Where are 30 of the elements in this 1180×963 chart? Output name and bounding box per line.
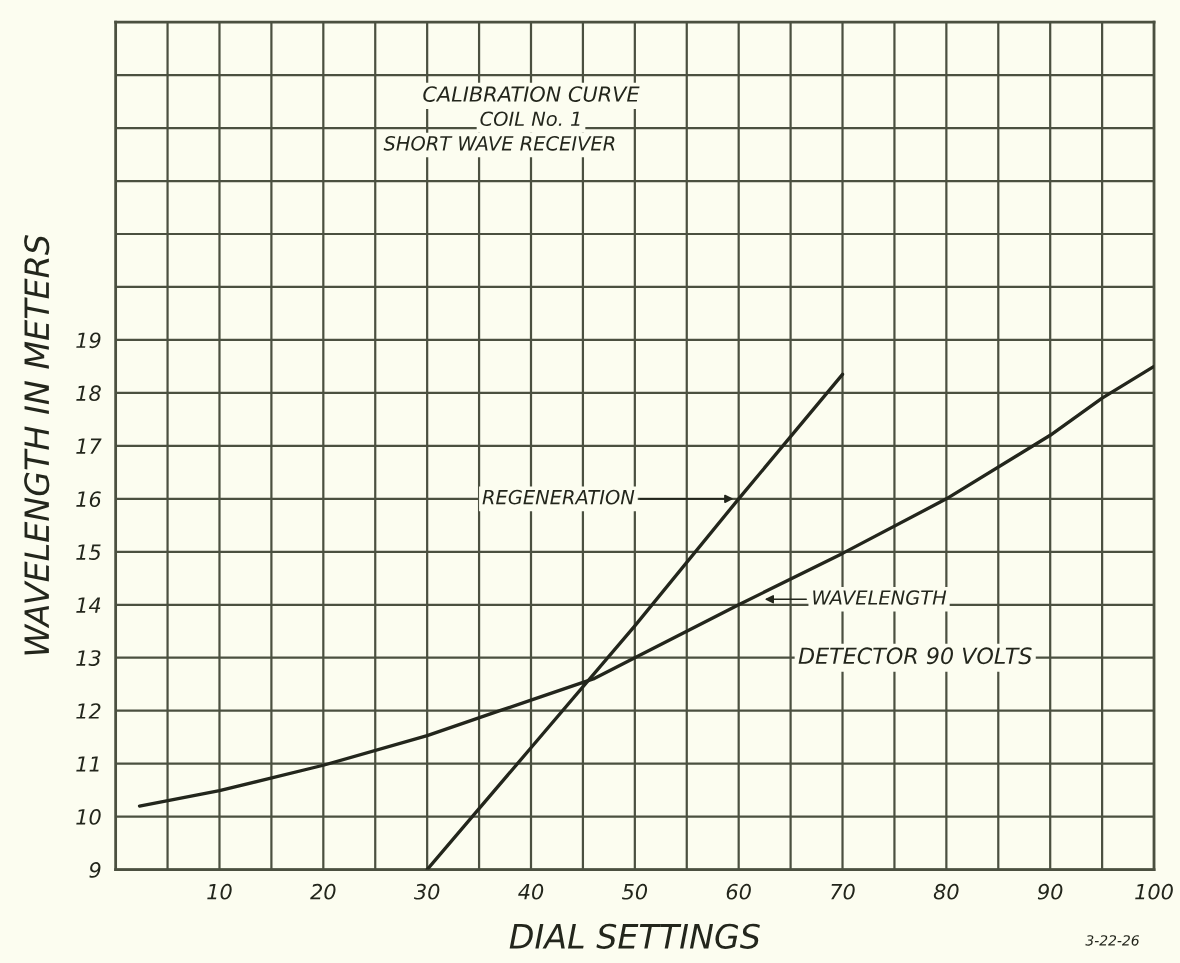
x-tick-label: 40 (518, 883, 544, 900)
y-tick-label: 15 (76, 544, 101, 561)
text: COIL No. 1 (480, 111, 580, 127)
x-tick-label: 100 (1135, 883, 1173, 900)
x-tick-label: 70 (831, 883, 855, 900)
x-tick-label: 30 (413, 883, 440, 900)
x-tick-label: 60 (726, 883, 751, 900)
x-tick-label: 90 (1037, 883, 1063, 900)
y-tick-label: 14 (76, 597, 101, 613)
annotation: DETECTOR 90 VOLTS (798, 647, 1032, 665)
y-tick-label: 12 (76, 703, 101, 719)
text: 3-22-26 (1085, 935, 1139, 946)
x-tick-label: 50 (622, 883, 648, 900)
y-tick-label: 9 (89, 862, 101, 878)
y-tick-label: 16 (76, 491, 101, 508)
annotation: SHORT WAVE RECEIVER (383, 135, 615, 151)
y-tick-label: 10 (76, 809, 101, 825)
y-tick-label: 19 (76, 332, 101, 349)
annotation: REGENERATION (482, 489, 635, 505)
y-tick-label: 13 (76, 650, 101, 666)
x-tick-label: 80 (933, 883, 959, 900)
y-tick-label: 18 (76, 385, 101, 402)
x-tick-label: 20 (310, 883, 336, 900)
x-axis-title: DIAL SETTINGS (509, 923, 760, 949)
y-tick-label: 11 (76, 756, 99, 772)
annotation: WAVELENGTH (813, 590, 947, 605)
y-axis-title: WAVELENGTH IN METERS (24, 235, 50, 655)
y-tick-label: 17 (76, 438, 102, 454)
x-tick-label: 10 (207, 883, 232, 900)
text: CALIBRATION CURVE (423, 86, 640, 102)
